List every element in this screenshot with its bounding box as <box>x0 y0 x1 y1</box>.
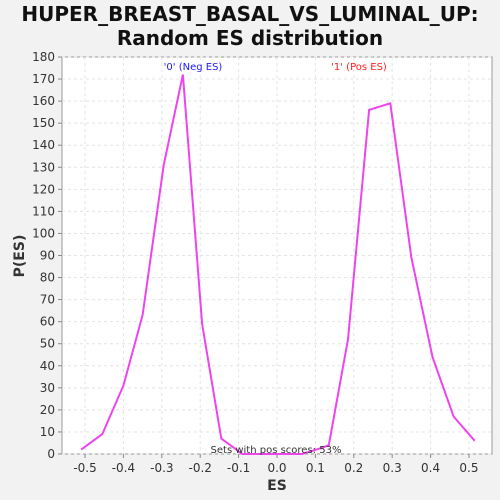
x-tick-label: -0.2 <box>189 461 212 475</box>
y-tick-label: 50 <box>40 337 55 351</box>
es-distribution-line <box>80 74 476 455</box>
y-tick-label: 80 <box>40 271 55 285</box>
x-tick-label: -0.3 <box>150 461 173 475</box>
y-tick-label: 30 <box>40 381 55 395</box>
x-tick-label: 0.2 <box>344 461 363 475</box>
y-axis-ticks: 0 10 20 30 40 50 60 70 80 90 100 110 120 130 140 150 160… <box>32 50 62 461</box>
pos-es-label: '1' (Pos ES) <box>331 62 387 73</box>
x-tick-label: 0.4 <box>421 461 440 475</box>
x-tick-label: -0.5 <box>73 461 96 475</box>
sets-with-pos-scores-label: Sets with pos scores: 53% <box>211 445 342 456</box>
y-tick-label: 70 <box>40 293 55 307</box>
chart-title-line1: HUPER_BREAST_BASAL_VS_LUMINAL_UP: <box>21 2 479 26</box>
y-tick-label: 150 <box>32 116 55 130</box>
chart-title: HUPER_BREAST_BASAL_VS_LUMINAL_UP: Random… <box>0 2 500 50</box>
y-tick-label: 160 <box>32 94 55 108</box>
y-tick-label: 40 <box>40 359 55 373</box>
y-tick-label: 100 <box>32 226 55 240</box>
grid-lines <box>62 56 492 455</box>
x-axis-ticks: -0.5 -0.4 -0.3 -0.2 -0.1 0.0 0.1 0.2 0.3 0.4 0.5 <box>73 454 479 475</box>
y-tick-label: 120 <box>32 182 55 196</box>
y-tick-label: 130 <box>32 160 55 174</box>
x-tick-label: -0.1 <box>227 461 250 475</box>
y-tick-label: 170 <box>32 72 55 86</box>
y-tick-label: 180 <box>32 50 55 64</box>
x-axis-title: ES <box>267 478 287 494</box>
y-tick-label: 60 <box>40 315 55 329</box>
x-tick-label: 0.1 <box>306 461 325 475</box>
x-tick-label: 0.0 <box>267 461 286 475</box>
y-tick-label: 0 <box>47 447 55 461</box>
y-axis-title: P(ES) <box>12 235 28 278</box>
y-tick-label: 140 <box>32 138 55 152</box>
x-tick-label: -0.4 <box>112 461 135 475</box>
y-tick-label: 10 <box>40 425 55 439</box>
y-tick-label: 20 <box>40 403 55 417</box>
y-tick-label: 90 <box>40 249 55 263</box>
y-tick-label: 110 <box>32 204 55 218</box>
x-tick-label: 0.3 <box>383 461 402 475</box>
chart-title-line2: Random ES distribution <box>116 26 384 50</box>
x-tick-label: 0.5 <box>459 461 478 475</box>
neg-es-label: '0' (Neg ES) <box>164 62 223 73</box>
